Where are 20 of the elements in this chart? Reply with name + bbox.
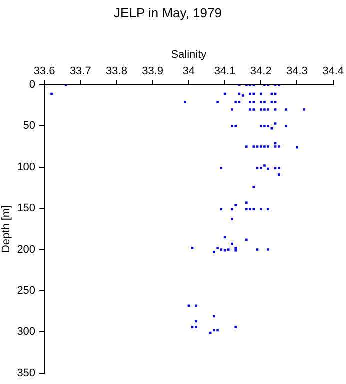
y-tick-label: 350 (17, 367, 36, 380)
y-axis-title: Depth [m] (0, 205, 13, 254)
y-tick-label: 250 (17, 285, 36, 298)
chart-title: JELP in May, 1979 (114, 5, 222, 20)
x-tick-label: 34.2 (250, 65, 272, 78)
x-tick-label: 34.3 (286, 65, 308, 78)
x-tick-label: 33.7 (70, 65, 92, 78)
x-axis-title: Salinity (171, 49, 208, 62)
y-tick-label: 0 (29, 79, 36, 92)
x-tick-label: 33.8 (106, 65, 128, 78)
y-tick-label: 100 (17, 161, 36, 174)
y-tick-label: 50 (23, 120, 36, 132)
x-tick-label: 33.6 (34, 65, 56, 78)
x-tick-label: 34 (182, 65, 196, 78)
x-tick-label: 34.1 (214, 65, 236, 78)
y-tick-label: 300 (17, 326, 36, 338)
y-tick-label: 150 (17, 202, 36, 215)
x-tick-label: 33.9 (142, 65, 164, 78)
x-tick-label: 34.4 (322, 65, 344, 78)
y-tick-label: 200 (17, 244, 36, 256)
